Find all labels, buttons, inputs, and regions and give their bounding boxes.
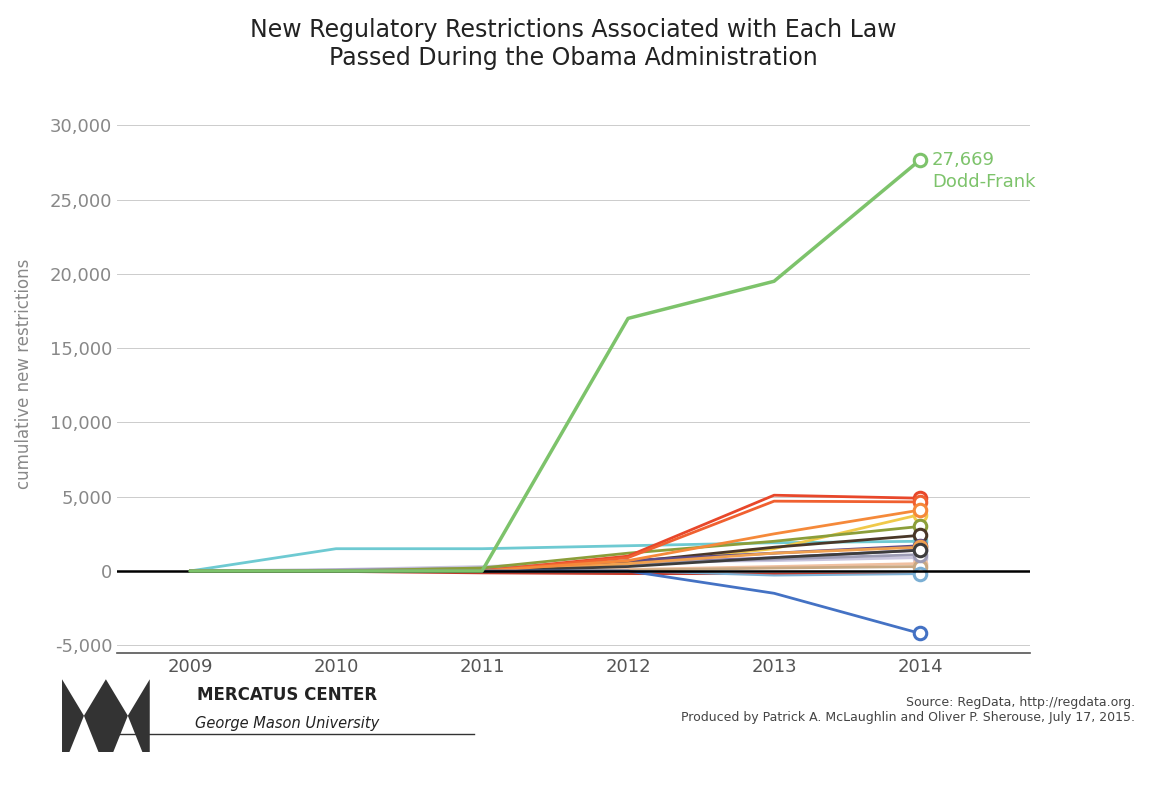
Text: Dodd-Frank: Dodd-Frank <box>931 173 1035 191</box>
Polygon shape <box>113 716 143 752</box>
Text: 27,669: 27,669 <box>931 151 994 169</box>
Y-axis label: cumulative new restrictions: cumulative new restrictions <box>15 259 33 490</box>
Title: New Regulatory Restrictions Associated with Each Law
Passed During the Obama Adm: New Regulatory Restrictions Associated w… <box>250 18 896 70</box>
Text: Source: RegData, http://regdata.org.
Produced by Patrick A. McLaughlin and Olive: Source: RegData, http://regdata.org. Pro… <box>681 696 1135 724</box>
Polygon shape <box>62 679 150 752</box>
Text: MERCATUS CENTER: MERCATUS CENTER <box>197 686 377 704</box>
Polygon shape <box>69 716 98 752</box>
Text: George Mason University: George Mason University <box>194 716 379 731</box>
